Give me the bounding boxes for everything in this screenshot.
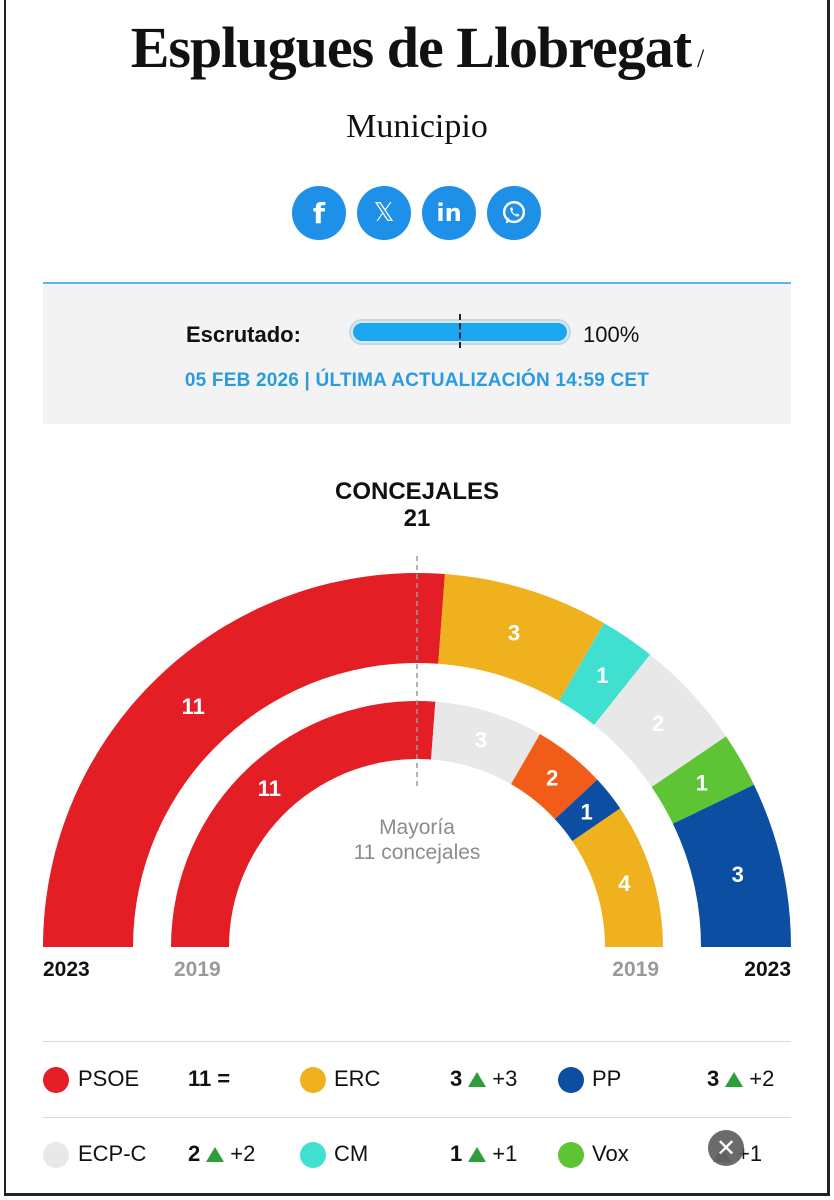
seat-arc-2023-pp: [672, 784, 791, 947]
count-label: Escrutado:: [186, 322, 301, 347]
majority-label: Mayoría: [379, 816, 455, 839]
legend-swatch: [300, 1067, 326, 1093]
seat-count-label: 3: [508, 621, 520, 646]
facebook-share-button[interactable]: f: [292, 186, 346, 240]
seat-arc-2019-erc: [572, 808, 663, 947]
seat-arc-2023-psoe: [43, 572, 445, 947]
seat-arc-2023-vox: [651, 736, 754, 824]
x-icon: 𝕏: [373, 198, 395, 228]
legend-swatch: [558, 1067, 584, 1093]
legend-seat-change: 1 +1: [450, 1141, 518, 1166]
whatsapp-share-button[interactable]: [487, 186, 541, 240]
whatsapp-icon: [502, 201, 526, 224]
seat-count-label: 11: [182, 694, 205, 719]
seat-count-label: 3: [732, 862, 744, 887]
seat-count-label: 1: [581, 800, 593, 825]
legend-swatch: [43, 1142, 69, 1168]
majority-label: 11 concejales: [354, 841, 481, 864]
seat-count-label: 11: [258, 776, 281, 801]
legend-seat-change: 3 +2: [707, 1066, 775, 1091]
legend-party-name: ERC: [334, 1066, 381, 1091]
count-percent: 100%: [583, 322, 640, 347]
seat-arc-2019-cs: [511, 733, 598, 820]
page-subtitle: Municipio: [346, 108, 488, 145]
legend-swatch: [43, 1067, 69, 1093]
seat-count-label: 1: [596, 663, 608, 688]
legend-party-name: PSOE: [78, 1066, 140, 1091]
x-share-button[interactable]: 𝕏: [357, 186, 411, 240]
close-overlay-button[interactable]: ✕: [708, 1130, 744, 1166]
close-icon: ✕: [715, 1134, 737, 1162]
up-arrow-icon: [468, 1071, 487, 1087]
up-arrow-icon: [206, 1146, 225, 1162]
legend-swatch: [558, 1142, 584, 1168]
linkedin-share-button[interactable]: in: [422, 186, 476, 240]
seat-arc-2023-ecp-c: [594, 654, 727, 788]
chart-title-label: CONCEJALES: [334, 478, 500, 505]
page-frame: [4, 0, 830, 1196]
ring-year-label: 2023: [744, 958, 791, 981]
count-status-panel: Escrutado: 100% 05 FEB 2026 | ÚLTIMA ACT…: [43, 282, 791, 424]
seat-count-label: 3: [475, 728, 487, 753]
seat-arc-2023-cm: [559, 623, 651, 725]
seat-arc-2019-psoe: [171, 701, 436, 947]
up-arrow-icon: [468, 1146, 487, 1162]
legend-party-name: PP: [592, 1066, 622, 1091]
legend-divider: [43, 1041, 791, 1042]
ring-year-label: 2019: [612, 958, 659, 981]
legend-party-name: ECP-C: [78, 1141, 147, 1166]
seat-arc-2023-erc: [438, 574, 604, 702]
seat-count-label: 4: [618, 871, 631, 896]
facebook-icon: f: [312, 196, 326, 230]
legend-seat-change: 3 +3: [450, 1066, 518, 1091]
page-title: Esplugues de Llobregat /: [130, 15, 705, 80]
seat-count-label: 1: [696, 771, 708, 796]
count-progress-midmark: [459, 314, 461, 348]
legend-party-name: Vox: [592, 1141, 629, 1166]
legend-seat-change: 11 =: [188, 1066, 231, 1091]
up-arrow-icon: [725, 1071, 744, 1087]
ring-year-label: 2019: [174, 958, 221, 981]
last-update: 05 FEB 2026 | ÚLTIMA ACTUALIZACIÓN 14:59…: [184, 370, 650, 391]
share-bar: f 𝕏 in: [292, 186, 541, 240]
legend-party-name: CM: [334, 1141, 369, 1166]
legend-swatch: [300, 1142, 326, 1168]
chart-total-seats: 21: [403, 505, 431, 532]
ring-year-label: 2023: [43, 958, 90, 981]
chart-title: CONCEJALES 21: [0, 478, 834, 532]
legend-divider: [43, 1117, 791, 1118]
linkedin-icon: in: [436, 199, 462, 227]
seat-arc-2019-ecp-c: [431, 701, 540, 785]
seat-arc-2019-pp: [554, 779, 621, 842]
seat-count-label: 2: [652, 711, 664, 736]
seat-count-label: 2: [546, 765, 558, 790]
legend-seat-change: 2 +2: [188, 1141, 256, 1166]
